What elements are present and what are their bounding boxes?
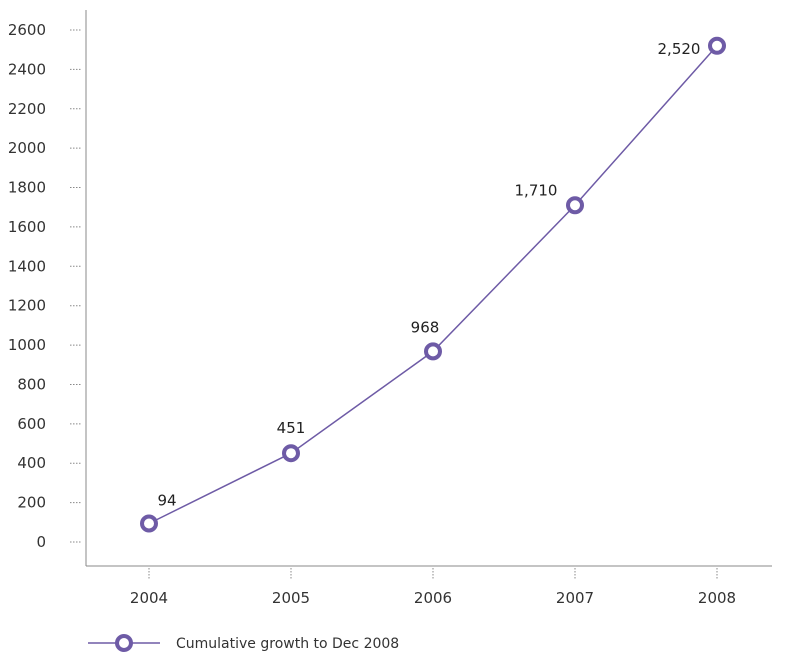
data-label: 968 — [411, 318, 440, 336]
y-tick-label: 2600 — [8, 21, 46, 39]
y-tick-label: 0 — [36, 533, 46, 551]
data-point-marker — [708, 36, 726, 55]
x-tick-label: 2006 — [414, 589, 452, 607]
y-tick-label: 2200 — [8, 100, 46, 118]
data-point-marker — [424, 342, 442, 361]
data-point-marker — [282, 444, 300, 463]
series-line — [148, 45, 718, 525]
y-tick-label: 200 — [17, 494, 46, 512]
x-tick-label: 2005 — [272, 589, 310, 607]
data-label: 94 — [157, 491, 176, 509]
data-series: 94 451 968 1,710 2,520 — [140, 36, 726, 533]
y-tick-label: 1000 — [8, 336, 46, 354]
x-axis-ticks: 2004 2005 2006 2007 2008 — [130, 568, 736, 607]
y-tick-label: 800 — [17, 375, 46, 393]
x-tick-label: 2007 — [556, 589, 594, 607]
x-tick-label: 2008 — [698, 589, 736, 607]
data-label: 2,520 — [658, 40, 701, 58]
y-tick-label: 1600 — [8, 218, 46, 236]
y-axis-ticks: 0 200 400 600 800 1000 1200 1400 1600 1800 2000 220… — [8, 21, 82, 551]
y-tick-label: 1800 — [8, 179, 46, 197]
legend-label: Cumulative growth to Dec 2008 — [176, 636, 399, 652]
y-tick-label: 1200 — [8, 297, 46, 315]
data-point-marker — [566, 196, 584, 215]
data-point-marker — [140, 514, 158, 533]
data-label: 1,710 — [515, 181, 558, 199]
y-tick-label: 2400 — [8, 60, 46, 78]
y-tick-label: 1400 — [8, 257, 46, 275]
legend-marker-swatch — [115, 634, 133, 652]
data-label: 451 — [277, 419, 306, 437]
legend: Cumulative growth to Dec 2008 — [88, 634, 399, 652]
y-tick-label: 400 — [17, 454, 46, 472]
y-tick-label: 2000 — [8, 139, 46, 157]
y-tick-label: 600 — [17, 415, 46, 433]
x-tick-label: 2004 — [130, 589, 168, 607]
